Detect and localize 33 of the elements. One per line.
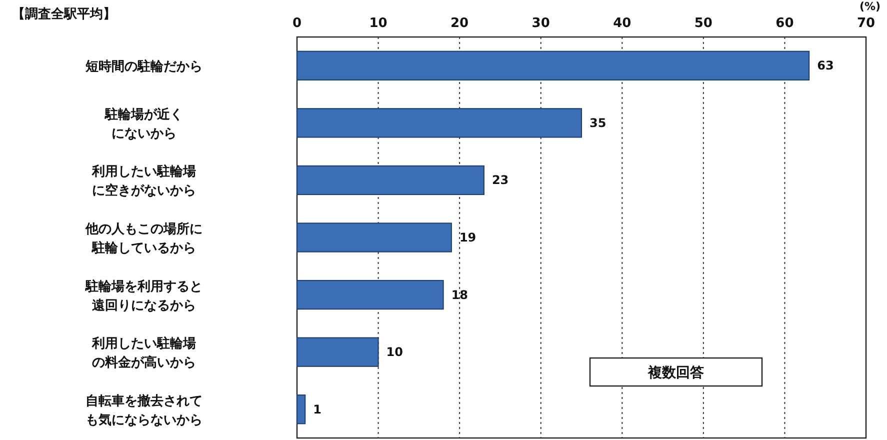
- x-tick-label: 70: [856, 16, 876, 31]
- bar: [296, 222, 452, 252]
- bar: [296, 394, 306, 424]
- x-tick-label: 30: [532, 16, 550, 31]
- data-label: 19: [459, 230, 476, 244]
- y-tick-label: 利用したい駐輪場に空きがないから: [91, 164, 196, 199]
- bar: [296, 280, 444, 310]
- data-label: 18: [451, 288, 468, 302]
- y-tick-label: 利用したい駐輪場の料金が高いから: [91, 336, 196, 371]
- data-label: 23: [492, 173, 509, 188]
- bar: [296, 165, 484, 196]
- y-tick-label: 短時間の駐輪だから: [84, 58, 202, 75]
- y-tick-label: 駐輪場を利用すると遠回りになるから: [84, 278, 202, 314]
- text: 【調査全駅平均】: [12, 6, 116, 22]
- x-tick-label: 40: [613, 16, 632, 31]
- annotation: 複数回答: [647, 364, 704, 381]
- x-axis-title: (%): [859, 0, 881, 13]
- y-tick-label: 駐輪場が近くにないから: [104, 106, 183, 142]
- x-tick-label: 60: [776, 16, 794, 31]
- x-tick-label: 20: [450, 16, 469, 31]
- y-tick-label: 他の人もこの場所に駐輪しているから: [84, 221, 202, 256]
- y-tick-label: 自転車を撤去されても気にならないから: [86, 392, 202, 428]
- x-tick-label: 50: [694, 16, 712, 31]
- data-label: 35: [590, 116, 606, 130]
- x-tick-label: 0: [292, 16, 302, 31]
- x-tick-label: 10: [369, 16, 388, 31]
- bar: [296, 337, 379, 367]
- data-label: 1: [313, 402, 322, 416]
- bar: [296, 108, 582, 138]
- data-label: 63: [817, 58, 834, 73]
- note-box: 複数回答: [589, 357, 763, 387]
- bar: [296, 50, 810, 80]
- data-label: 10: [386, 345, 403, 360]
